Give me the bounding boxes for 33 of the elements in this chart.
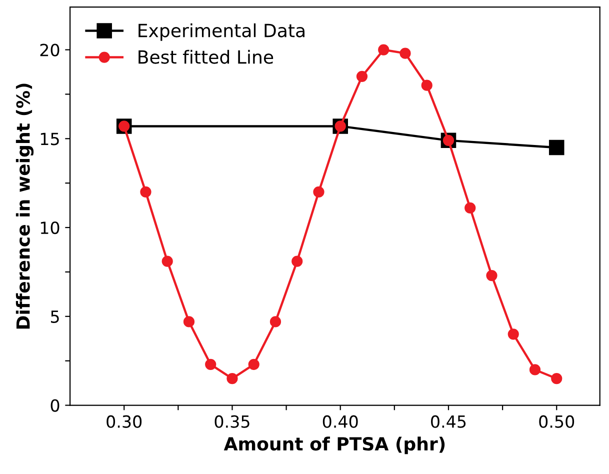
point (378, 44, 390, 56)
y-tick-label: 20 (40, 44, 60, 56)
point (226, 373, 238, 384)
y-tick-label: 15 (40, 132, 59, 146)
legend-label: Best fitted Line (138, 50, 274, 64)
point (183, 316, 195, 328)
point (548, 140, 564, 156)
y-tick-label: 5 (50, 310, 59, 323)
point (356, 70, 368, 82)
point (248, 358, 260, 370)
point (421, 80, 432, 91)
point (205, 358, 216, 370)
y-tick-label: 10 (40, 221, 60, 234)
x-tick-label: 0.35 (214, 415, 250, 428)
point (464, 202, 476, 214)
point (400, 48, 411, 59)
x-tick-label: 0.30 (106, 415, 142, 428)
point (292, 256, 303, 267)
x-tick-label: 0.50 (539, 415, 574, 428)
point (486, 270, 498, 282)
point (313, 186, 324, 198)
x-axis-title: Amount of PTSA (phr) (224, 436, 445, 454)
point (529, 364, 541, 376)
y-tick-label: 0 (50, 399, 60, 412)
x-tick-label: 0.45 (431, 415, 466, 428)
point (551, 373, 562, 384)
y-axis-title: Difference in weight (%) (16, 84, 34, 329)
x-tick-label: 0.40 (322, 415, 358, 428)
point (162, 256, 173, 267)
legend-label: Experimental Data (138, 23, 304, 41)
point (140, 186, 152, 198)
point (270, 316, 282, 328)
point (508, 328, 519, 340)
